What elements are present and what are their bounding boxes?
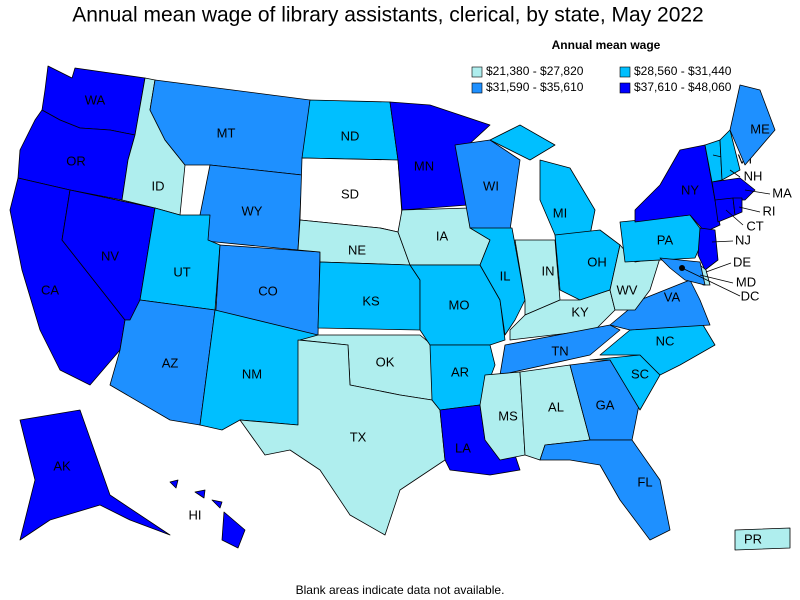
- state: [659, 257, 706, 286]
- state-label: NE: [348, 242, 366, 257]
- state-label: IN: [542, 263, 555, 278]
- state: [469, 227, 526, 336]
- legend-label: $28,560 - $31,440: [634, 64, 732, 78]
- state: [19, 409, 171, 541]
- state-label: MI: [553, 205, 567, 220]
- state-label: RI: [763, 203, 776, 218]
- state-label: TX: [350, 429, 367, 444]
- state-label: OR: [66, 153, 86, 168]
- state-label: HI: [189, 507, 202, 522]
- state-label: MS: [498, 408, 518, 423]
- state-label: AL: [548, 399, 564, 414]
- state-label: FL: [637, 474, 652, 489]
- state-label: ND: [341, 128, 360, 143]
- state-label: DC: [741, 288, 760, 303]
- state: [589, 354, 661, 411]
- state-label: MN: [414, 158, 434, 173]
- legend-label: $37,610 - $48,060: [634, 80, 732, 94]
- leader-line: [725, 209, 744, 226]
- state: [609, 244, 661, 311]
- state-label: MA: [772, 185, 792, 200]
- state: [719, 129, 741, 181]
- leader-line: [711, 240, 734, 243]
- state-label: IL: [500, 268, 511, 283]
- leader-line: [705, 262, 732, 273]
- state-label: WV: [617, 282, 638, 297]
- state: [734, 527, 791, 551]
- state-label: LA: [455, 440, 471, 455]
- title: Annual mean wage of library assistants, …: [72, 4, 703, 27]
- state-label: CT: [746, 218, 763, 233]
- state-label: AZ: [162, 355, 179, 370]
- state-label: AK: [53, 458, 71, 473]
- state-label: OH: [587, 254, 607, 269]
- state-label: PR: [744, 531, 762, 546]
- legend-swatch: [619, 66, 631, 78]
- state-label: IA: [436, 228, 449, 243]
- state-label: NH: [744, 168, 763, 183]
- state-label: KY: [571, 304, 589, 319]
- state-label: ID: [152, 178, 165, 193]
- leader-line: [738, 206, 761, 213]
- state: [711, 177, 756, 201]
- state-label: GA: [596, 397, 615, 412]
- legend-swatch: [619, 82, 631, 94]
- state: [714, 197, 736, 223]
- state-label: ME: [750, 121, 770, 136]
- state-label: MT: [217, 125, 236, 140]
- state-label: NV: [101, 248, 119, 263]
- state-label: TN: [551, 343, 568, 358]
- state-label: DE: [733, 254, 751, 269]
- state: [539, 439, 671, 541]
- state: [139, 207, 221, 311]
- note: Blank areas indicate data not available.: [296, 583, 505, 597]
- state-label: WI: [483, 178, 499, 193]
- state-label: MO: [449, 297, 470, 312]
- state: [239, 339, 446, 536]
- state: [499, 324, 621, 376]
- state-label: SC: [631, 366, 649, 381]
- state-label: WY: [242, 203, 263, 218]
- state-label: WA: [85, 92, 106, 107]
- state-label: AR: [451, 364, 469, 379]
- state-label: NC: [656, 333, 675, 348]
- legend-swatch: [471, 66, 483, 78]
- leader-line: [699, 274, 734, 284]
- state: [697, 227, 719, 271]
- leader-line: [681, 267, 741, 297]
- state-label: CA: [41, 282, 59, 297]
- state-label: KS: [362, 293, 380, 308]
- state-label: SD: [341, 186, 359, 201]
- state-label: VA: [664, 289, 681, 304]
- state-label: CO: [258, 283, 278, 298]
- leader-line: [744, 189, 771, 195]
- legend-title: Annual mean wage: [552, 38, 661, 52]
- state-label: NJ: [735, 232, 751, 247]
- state: [169, 479, 246, 549]
- state-label: NY: [681, 182, 699, 197]
- state-label: MD: [736, 274, 756, 289]
- state-label: OK: [376, 354, 395, 369]
- legend-label: $31,590 - $35,610: [486, 80, 584, 94]
- legend-swatch: [471, 82, 483, 94]
- state: [729, 84, 776, 166]
- state: [732, 197, 743, 216]
- leader-line: [729, 169, 741, 178]
- legend-label: $21,380 - $27,820: [486, 64, 584, 78]
- state-label: UT: [173, 264, 190, 279]
- state-label: NM: [242, 366, 262, 381]
- state-label: PA: [657, 232, 674, 247]
